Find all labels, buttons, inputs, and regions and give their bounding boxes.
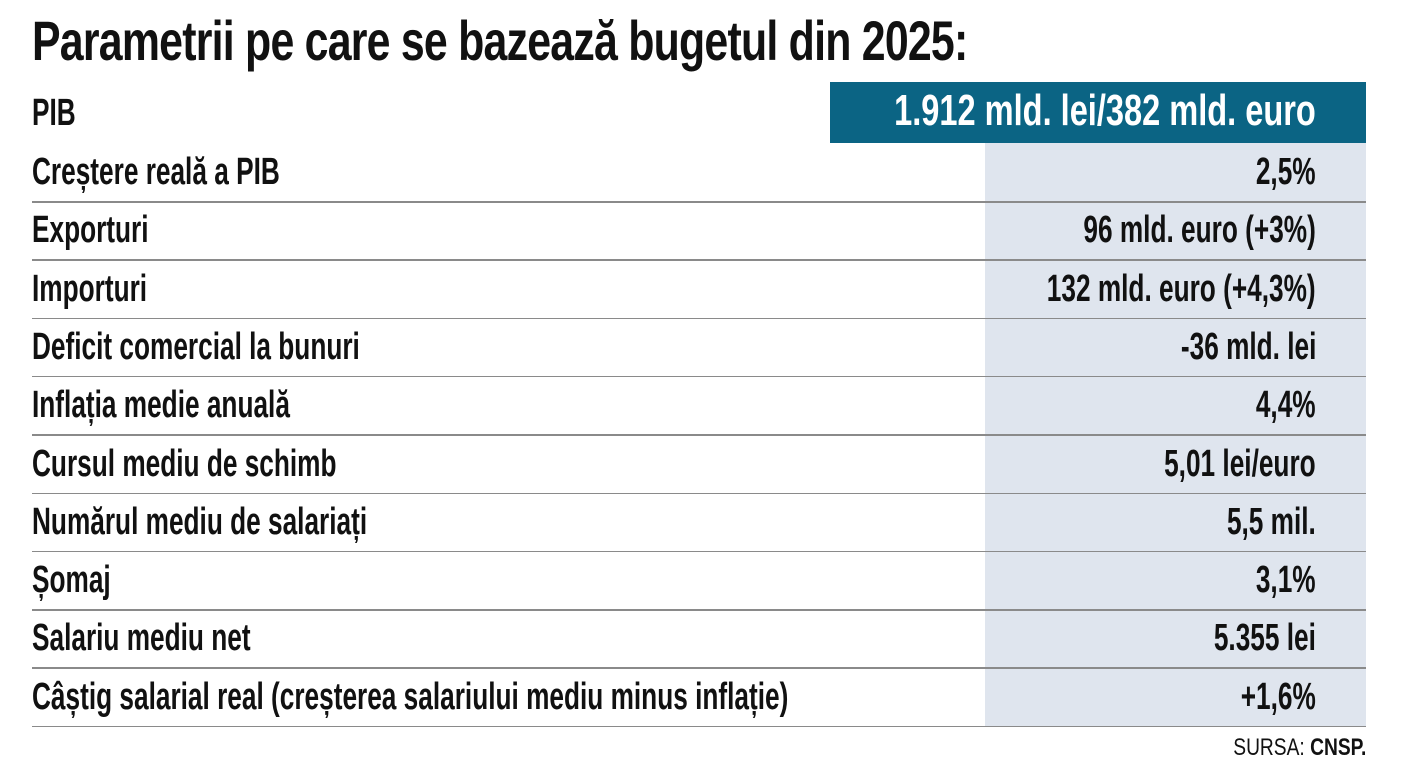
row-separator: [32, 609, 1366, 611]
cell-text: Șomaj: [32, 559, 111, 602]
title: Parametrii pe care se bazează bugetul di…: [32, 9, 968, 72]
row-value: 2,5%: [1229, 143, 1316, 201]
row-value: 3,1%: [1229, 551, 1316, 609]
row-value: -36 mld. lei: [1120, 318, 1316, 376]
cell-text: Creștere reală a PIB: [32, 151, 280, 193]
cell-text: 5,5 mil.: [1227, 500, 1316, 543]
cell-text: 5.355 lei: [1213, 617, 1316, 660]
row-separator: [32, 375, 1366, 378]
source: SURSA: CNSP.: [1200, 734, 1366, 762]
header-value-box: [830, 82, 1366, 143]
row-value: 1.912 mld. lei/382 mld. euro: [746, 82, 1316, 140]
row-value: +1,6%: [1207, 668, 1316, 726]
row-separator: [32, 667, 1366, 669]
source-name: CNSP.: [1309, 734, 1366, 761]
source-label: SURSA:: [1232, 734, 1305, 761]
title-block: Parametrii pe care se bazează bugetul di…: [32, 8, 1255, 73]
row-value: 4,4%: [1229, 376, 1316, 434]
cell-text: Numărul mediu de salariați: [32, 500, 368, 543]
row-label: Creștere reală a PIB: [32, 143, 391, 201]
row-label: Deficit comercial la bunuri: [32, 318, 507, 376]
cell-text: 2,5%: [1256, 151, 1316, 193]
cell-text: Inflația medie anuală: [32, 384, 290, 427]
cell-text: 132 mld. euro (+4,3%): [1047, 267, 1316, 310]
row-separator: [32, 725, 1366, 728]
cell-text: -36 mld. lei: [1180, 325, 1316, 368]
row-value: 5,5 mil.: [1187, 493, 1316, 551]
cell-text: Salariu mediu net: [32, 617, 251, 660]
cell-text: 4,4%: [1256, 384, 1316, 427]
cell-text: 1.912 mld. lei/382 mld. euro: [894, 86, 1316, 135]
row-label: Importuri: [32, 260, 199, 318]
row-separator: [32, 550, 1366, 553]
cell-text: 5,01 lei/euro: [1164, 442, 1316, 485]
row-value: 5.355 lei: [1168, 609, 1316, 667]
row-label: Salariu mediu net: [32, 609, 349, 667]
row-separator: [32, 317, 1366, 320]
cell-text: Importuri: [32, 267, 148, 310]
row-label: Șomaj: [32, 551, 146, 609]
row-separator: [32, 434, 1366, 436]
cell-text: PIB: [32, 92, 76, 134]
row-separator: [32, 259, 1366, 261]
row-separator: [32, 492, 1366, 494]
cell-text: Câștig salarial real (creșterea salariul…: [32, 675, 789, 718]
cell-text: 3,1%: [1256, 559, 1316, 602]
row-label: Cursul mediu de schimb: [32, 435, 473, 493]
cell-text: Deficit comercial la bunuri: [32, 325, 360, 368]
row-value: 96 mld. euro (+3%): [979, 201, 1316, 259]
cell-text: Exporturi: [32, 209, 149, 252]
row-label: Câștig salarial real (creșterea salariul…: [32, 668, 1128, 726]
cell-text: +1,6%: [1240, 675, 1316, 718]
cell-text: 96 mld. euro (+3%): [1083, 209, 1316, 252]
row-label: Exporturi: [32, 201, 201, 259]
row-separator: [32, 201, 1366, 203]
row-value: 132 mld. euro (+4,3%): [926, 260, 1316, 318]
row-label: Numărul mediu de salariați: [32, 493, 518, 551]
row-label: Inflația medie anuală: [32, 376, 406, 434]
source-text: SURSA: CNSP.: [1233, 734, 1366, 762]
row-label: PIB: [32, 84, 95, 142]
cell-text: Cursul mediu de schimb: [32, 442, 337, 485]
row-value: 5,01 lei/euro: [1096, 435, 1316, 493]
